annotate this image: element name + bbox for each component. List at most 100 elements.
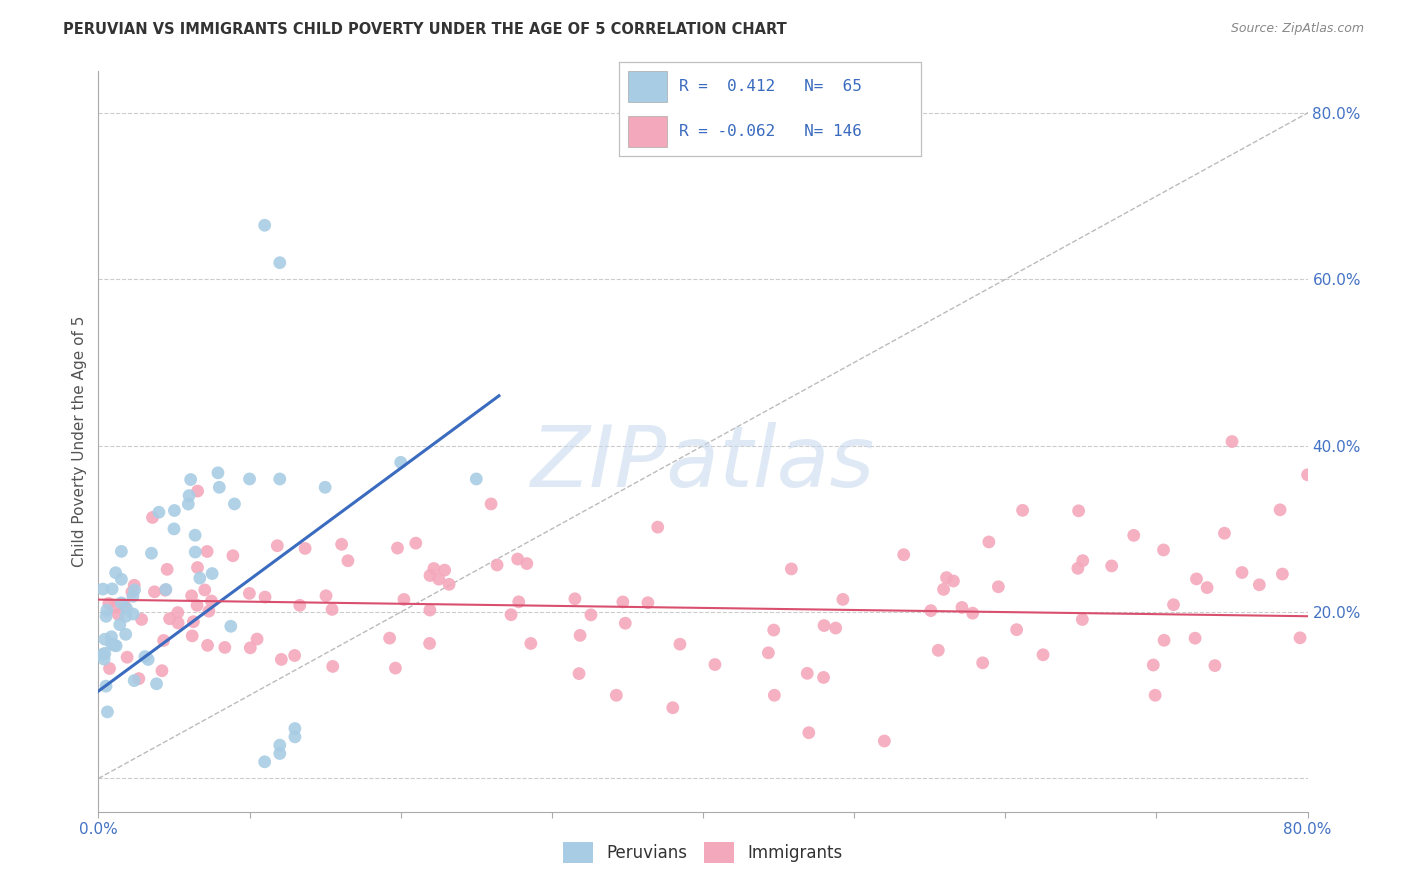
- Point: [516, 557, 538, 571]
- Point: [564, 591, 586, 606]
- Point: [1067, 561, 1090, 575]
- Point: [91, 582, 114, 596]
- Point: [107, 607, 129, 622]
- Point: [269, 738, 291, 752]
- Point: [208, 480, 231, 494]
- Point: [122, 590, 145, 604]
- Point: [94, 609, 117, 624]
- Point: [1032, 648, 1054, 662]
- Point: [294, 541, 316, 556]
- Point: [134, 649, 156, 664]
- Point: [98, 661, 121, 675]
- Point: [94, 632, 117, 647]
- Point: [110, 572, 132, 586]
- Point: [195, 544, 218, 558]
- Point: [508, 595, 530, 609]
- Point: [239, 472, 262, 486]
- Point: [1144, 688, 1167, 702]
- Point: [163, 503, 186, 517]
- Point: [932, 582, 955, 597]
- Point: [763, 688, 786, 702]
- Point: [1213, 526, 1236, 541]
- Point: [96, 705, 118, 719]
- Point: [797, 725, 820, 739]
- Point: [224, 497, 246, 511]
- Point: [143, 584, 166, 599]
- Point: [200, 594, 222, 608]
- Point: [108, 617, 131, 632]
- Y-axis label: Child Poverty Under the Age of 5: Child Poverty Under the Age of 5: [72, 316, 87, 567]
- Point: [479, 497, 502, 511]
- Point: [1005, 623, 1028, 637]
- Point: [486, 558, 509, 572]
- Point: [222, 549, 245, 563]
- Point: [962, 606, 984, 620]
- Point: [427, 572, 450, 586]
- Point: [796, 666, 818, 681]
- Point: [1230, 566, 1253, 580]
- Point: [387, 541, 409, 555]
- Point: [321, 602, 343, 616]
- Point: [122, 578, 145, 592]
- Point: [758, 646, 780, 660]
- Point: [238, 586, 260, 600]
- Point: [1142, 658, 1164, 673]
- Point: [183, 615, 205, 629]
- Point: [315, 589, 337, 603]
- Point: [284, 648, 307, 663]
- Point: [704, 657, 727, 672]
- Point: [637, 596, 659, 610]
- Point: [219, 619, 242, 633]
- Point: [419, 636, 441, 650]
- Point: [131, 612, 153, 626]
- Point: [122, 607, 145, 621]
- Point: [112, 598, 135, 612]
- Point: [253, 755, 276, 769]
- Point: [141, 546, 163, 560]
- Point: [1071, 554, 1094, 568]
- Text: Source: ZipAtlas.com: Source: ZipAtlas.com: [1230, 22, 1364, 36]
- Bar: [627, 116, 666, 147]
- Text: ZIPatlas: ZIPatlas: [531, 422, 875, 505]
- Point: [977, 535, 1000, 549]
- Point: [136, 652, 159, 666]
- Point: [893, 548, 915, 562]
- Point: [122, 673, 145, 688]
- Point: [96, 603, 118, 617]
- Point: [121, 585, 143, 599]
- Point: [141, 510, 163, 524]
- Point: [177, 497, 200, 511]
- Point: [114, 627, 136, 641]
- Point: [124, 582, 146, 597]
- Point: [1184, 631, 1206, 645]
- Point: [214, 640, 236, 655]
- Text: PERUVIAN VS IMMIGRANTS CHILD POVERTY UNDER THE AGE OF 5 CORRELATION CHART: PERUVIAN VS IMMIGRANTS CHILD POVERTY UND…: [63, 22, 787, 37]
- Point: [423, 561, 446, 575]
- Point: [197, 638, 219, 652]
- Point: [935, 571, 957, 585]
- Point: [873, 734, 896, 748]
- Point: [115, 650, 138, 665]
- Point: [378, 631, 401, 645]
- Point: [389, 455, 412, 469]
- Point: [266, 539, 288, 553]
- Point: [180, 473, 202, 487]
- Point: [114, 609, 136, 624]
- Point: [465, 472, 488, 486]
- Point: [94, 646, 117, 660]
- Point: [115, 601, 138, 615]
- Point: [269, 747, 291, 761]
- Point: [605, 688, 627, 702]
- Point: [1271, 567, 1294, 582]
- Point: [661, 700, 683, 714]
- Point: [1163, 598, 1185, 612]
- Point: [156, 562, 179, 576]
- Point: [987, 580, 1010, 594]
- Point: [150, 664, 173, 678]
- Point: [1122, 528, 1144, 542]
- Point: [813, 670, 835, 684]
- Point: [269, 255, 291, 269]
- Point: [669, 637, 692, 651]
- Point: [437, 577, 460, 591]
- Point: [405, 536, 427, 550]
